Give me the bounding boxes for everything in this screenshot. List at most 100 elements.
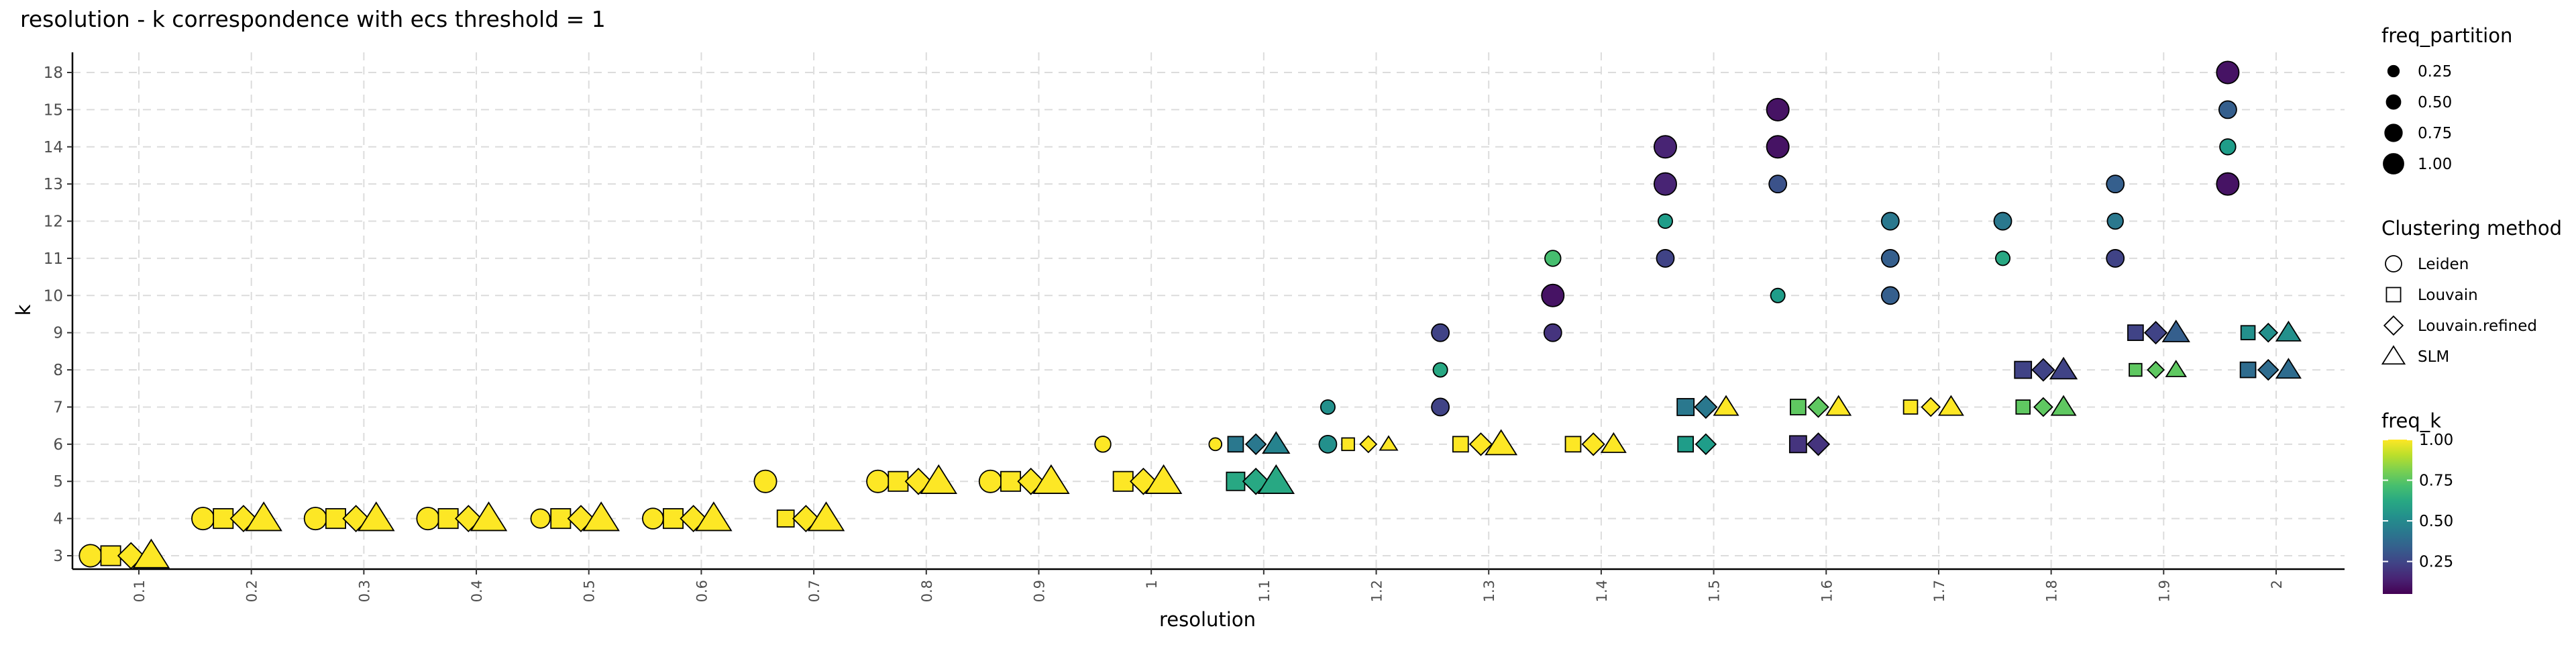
data-point — [1208, 437, 1223, 452]
data-point — [2161, 319, 2190, 342]
x-axis-ticks: 0.1 0.2 0.3 0.4 0.5 0.6 0.7 0.8 0.9 1 1.1 1.2 1.3 1.4… — [131, 569, 2285, 602]
data-point — [1564, 436, 1582, 453]
data-point — [1807, 396, 1829, 418]
x-tick-label: 0.9 — [1031, 580, 1047, 602]
legend-colorbar: 1.00 0.75 0.50 0.25 — [2383, 432, 2453, 594]
data-point — [358, 501, 395, 532]
axes — [71, 52, 2345, 570]
data-points — [78, 60, 2302, 570]
data-point — [325, 508, 346, 530]
y-tick-label: 13 — [44, 176, 63, 193]
y-tick-label: 12 — [44, 213, 63, 231]
y-tick-label: 4 — [53, 511, 63, 528]
legend-shape-label: SLM — [2418, 348, 2449, 366]
data-point — [1993, 211, 2012, 231]
legend-size-marker — [2387, 64, 2400, 78]
data-point — [695, 501, 733, 532]
data-point — [866, 469, 890, 493]
data-point — [342, 505, 370, 532]
data-point — [1788, 435, 1807, 454]
data-point — [78, 544, 103, 568]
data-point — [776, 509, 795, 528]
legend-size-label: 1.00 — [2418, 156, 2452, 173]
data-point — [1432, 362, 1448, 378]
data-point — [1257, 464, 1295, 494]
x-tick-label: 1.6 — [1819, 580, 1835, 602]
legend-shape-marker — [2385, 287, 2402, 303]
data-point — [2147, 360, 2165, 379]
x-tick-label: 0.4 — [469, 580, 485, 602]
x-tick-label: 1.1 — [1256, 580, 1273, 602]
data-point — [2143, 321, 2168, 345]
data-point — [1543, 323, 1562, 342]
legend-size-label: 0.75 — [2418, 125, 2452, 142]
colorbar-gradient — [2383, 440, 2412, 594]
legend-size-label: 0.25 — [2418, 63, 2452, 81]
data-point — [1766, 97, 1790, 121]
legend-size-title: freq_partition — [2381, 24, 2512, 47]
data-point — [920, 464, 957, 494]
data-point — [1770, 287, 1786, 303]
data-point — [807, 501, 845, 532]
data-point — [1937, 395, 1964, 416]
data-point — [1144, 464, 1183, 494]
data-point — [582, 501, 620, 532]
data-point — [2257, 358, 2279, 381]
y-tick-label: 18 — [44, 64, 63, 82]
data-point — [1000, 470, 1022, 492]
y-tick-label: 5 — [53, 473, 63, 491]
data-point — [1902, 399, 1919, 415]
x-tick-label: 0.2 — [244, 580, 260, 602]
legend-shape-label: Leiden — [2418, 256, 2469, 273]
data-point — [2258, 322, 2279, 343]
legend-shape-items: Leiden Louvain Louvain.refined SLM — [2381, 255, 2537, 366]
data-point — [530, 508, 551, 529]
data-point — [1921, 397, 1941, 417]
data-point — [1244, 433, 1267, 456]
data-point — [1341, 437, 1355, 452]
y-axis-label: k — [12, 304, 35, 315]
x-tick-label: 1.3 — [1481, 580, 1497, 602]
data-point — [1790, 399, 1807, 415]
data-point — [2216, 60, 2240, 85]
x-tick-label: 0.6 — [694, 580, 710, 602]
data-point — [2033, 397, 2053, 417]
data-point — [792, 505, 820, 532]
y-tick-label: 14 — [44, 139, 63, 156]
legend: freq_partition 0.25 0.50 0.75 1.00 Clusteri… — [2381, 24, 2562, 594]
legend-shape-marker — [2381, 345, 2406, 365]
data-point — [1806, 432, 1831, 456]
legend-size-marker — [2383, 153, 2404, 175]
data-point — [2127, 324, 2144, 342]
y-tick-label: 10 — [44, 287, 63, 305]
data-point — [117, 542, 145, 570]
data-point — [1318, 434, 1338, 454]
data-point — [2239, 361, 2257, 379]
data-point — [2015, 399, 2031, 415]
data-point — [1653, 172, 1677, 196]
data-point — [1995, 250, 2011, 266]
data-point — [1485, 429, 1518, 456]
data-point — [2165, 360, 2187, 377]
data-point — [2106, 212, 2124, 230]
data-point — [191, 507, 215, 531]
data-point — [753, 469, 777, 493]
y-tick-label: 3 — [53, 548, 63, 565]
data-point — [1880, 286, 1900, 305]
data-point — [1227, 436, 1244, 453]
data-point — [1676, 398, 1695, 416]
x-tick-label: 1.8 — [2044, 580, 2060, 602]
colorbar-label: 0.75 — [2419, 472, 2453, 490]
data-point — [213, 508, 234, 530]
legend-shape-marker — [2383, 315, 2404, 336]
legend-shape-title: Clustering method — [2381, 217, 2562, 240]
data-point — [978, 469, 1002, 493]
data-point — [2014, 360, 2033, 379]
data-point — [888, 470, 909, 492]
data-point — [567, 505, 595, 532]
legend-size-marker — [2385, 94, 2402, 110]
x-tick-label: 1.5 — [1707, 580, 1723, 602]
x-tick-label: 0.7 — [806, 580, 822, 602]
x-tick-label: 1.2 — [1369, 580, 1385, 602]
